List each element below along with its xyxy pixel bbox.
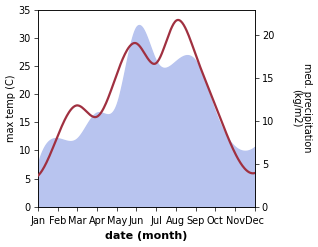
- Y-axis label: med. precipitation
(kg/m2): med. precipitation (kg/m2): [291, 63, 313, 153]
- X-axis label: date (month): date (month): [105, 231, 188, 242]
- Y-axis label: max temp (C): max temp (C): [5, 74, 16, 142]
